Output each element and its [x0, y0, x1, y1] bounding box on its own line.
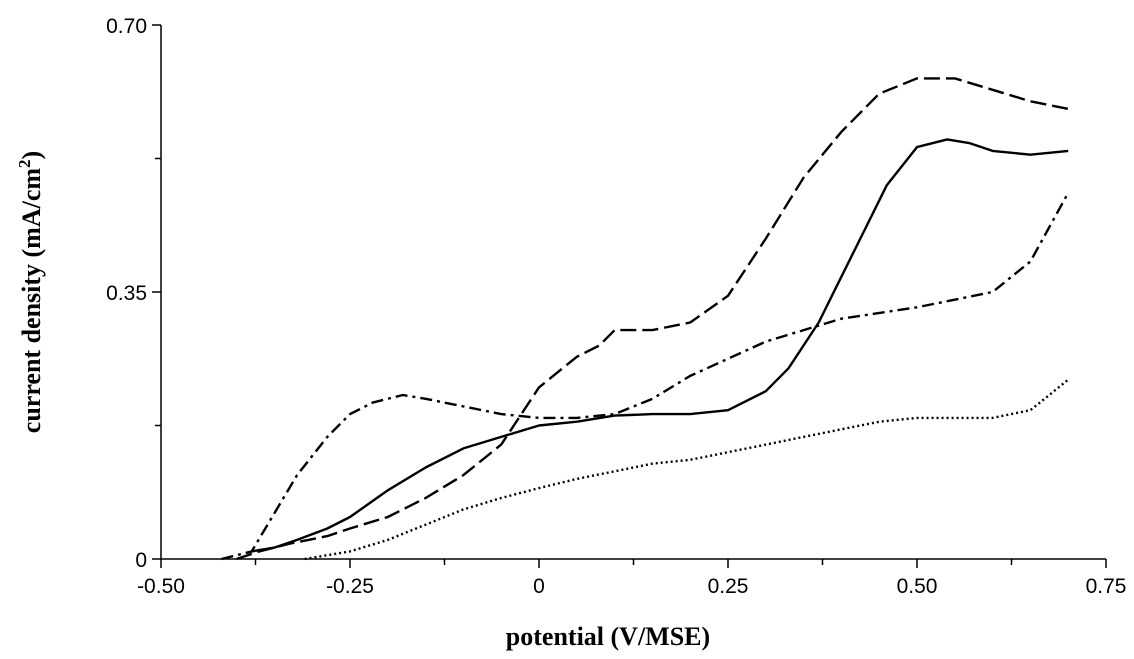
y-axis-title: current density (mA/cm2): [15, 151, 46, 433]
y-axis-title-superscript: 2: [15, 159, 34, 168]
series-layer: [221, 77, 1070, 561]
x-tick-label: -0.25: [326, 575, 374, 598]
y-tick-label: 0.70: [106, 15, 147, 38]
axes-layer: [152, 24, 1107, 568]
x-axis-title: potential (V/MSE): [506, 622, 710, 651]
x-tick-label: 0.50: [897, 575, 938, 598]
x-tick-label: 0.75: [1086, 575, 1127, 598]
y-tick-label: 0.35: [106, 282, 147, 305]
y-tick-label: 0: [135, 549, 147, 572]
x-tick-label: -0.50: [137, 575, 185, 598]
series-dashed-line: [236, 77, 1069, 561]
series-dotted-line: [304, 378, 1069, 561]
y-axis-title-main: current density (mA/cm: [17, 168, 46, 434]
x-tick-label: 0: [533, 575, 545, 598]
y-axis-title-close: ): [17, 151, 46, 160]
x-tick-label: 0.25: [708, 575, 749, 598]
labels-layer: 0 0.35 0.70 -0.50 -0.25 0 0.25 0.50 0.75: [106, 15, 1126, 598]
series-dash-dot-line: [221, 192, 1070, 561]
series-solid-line: [251, 138, 1069, 553]
